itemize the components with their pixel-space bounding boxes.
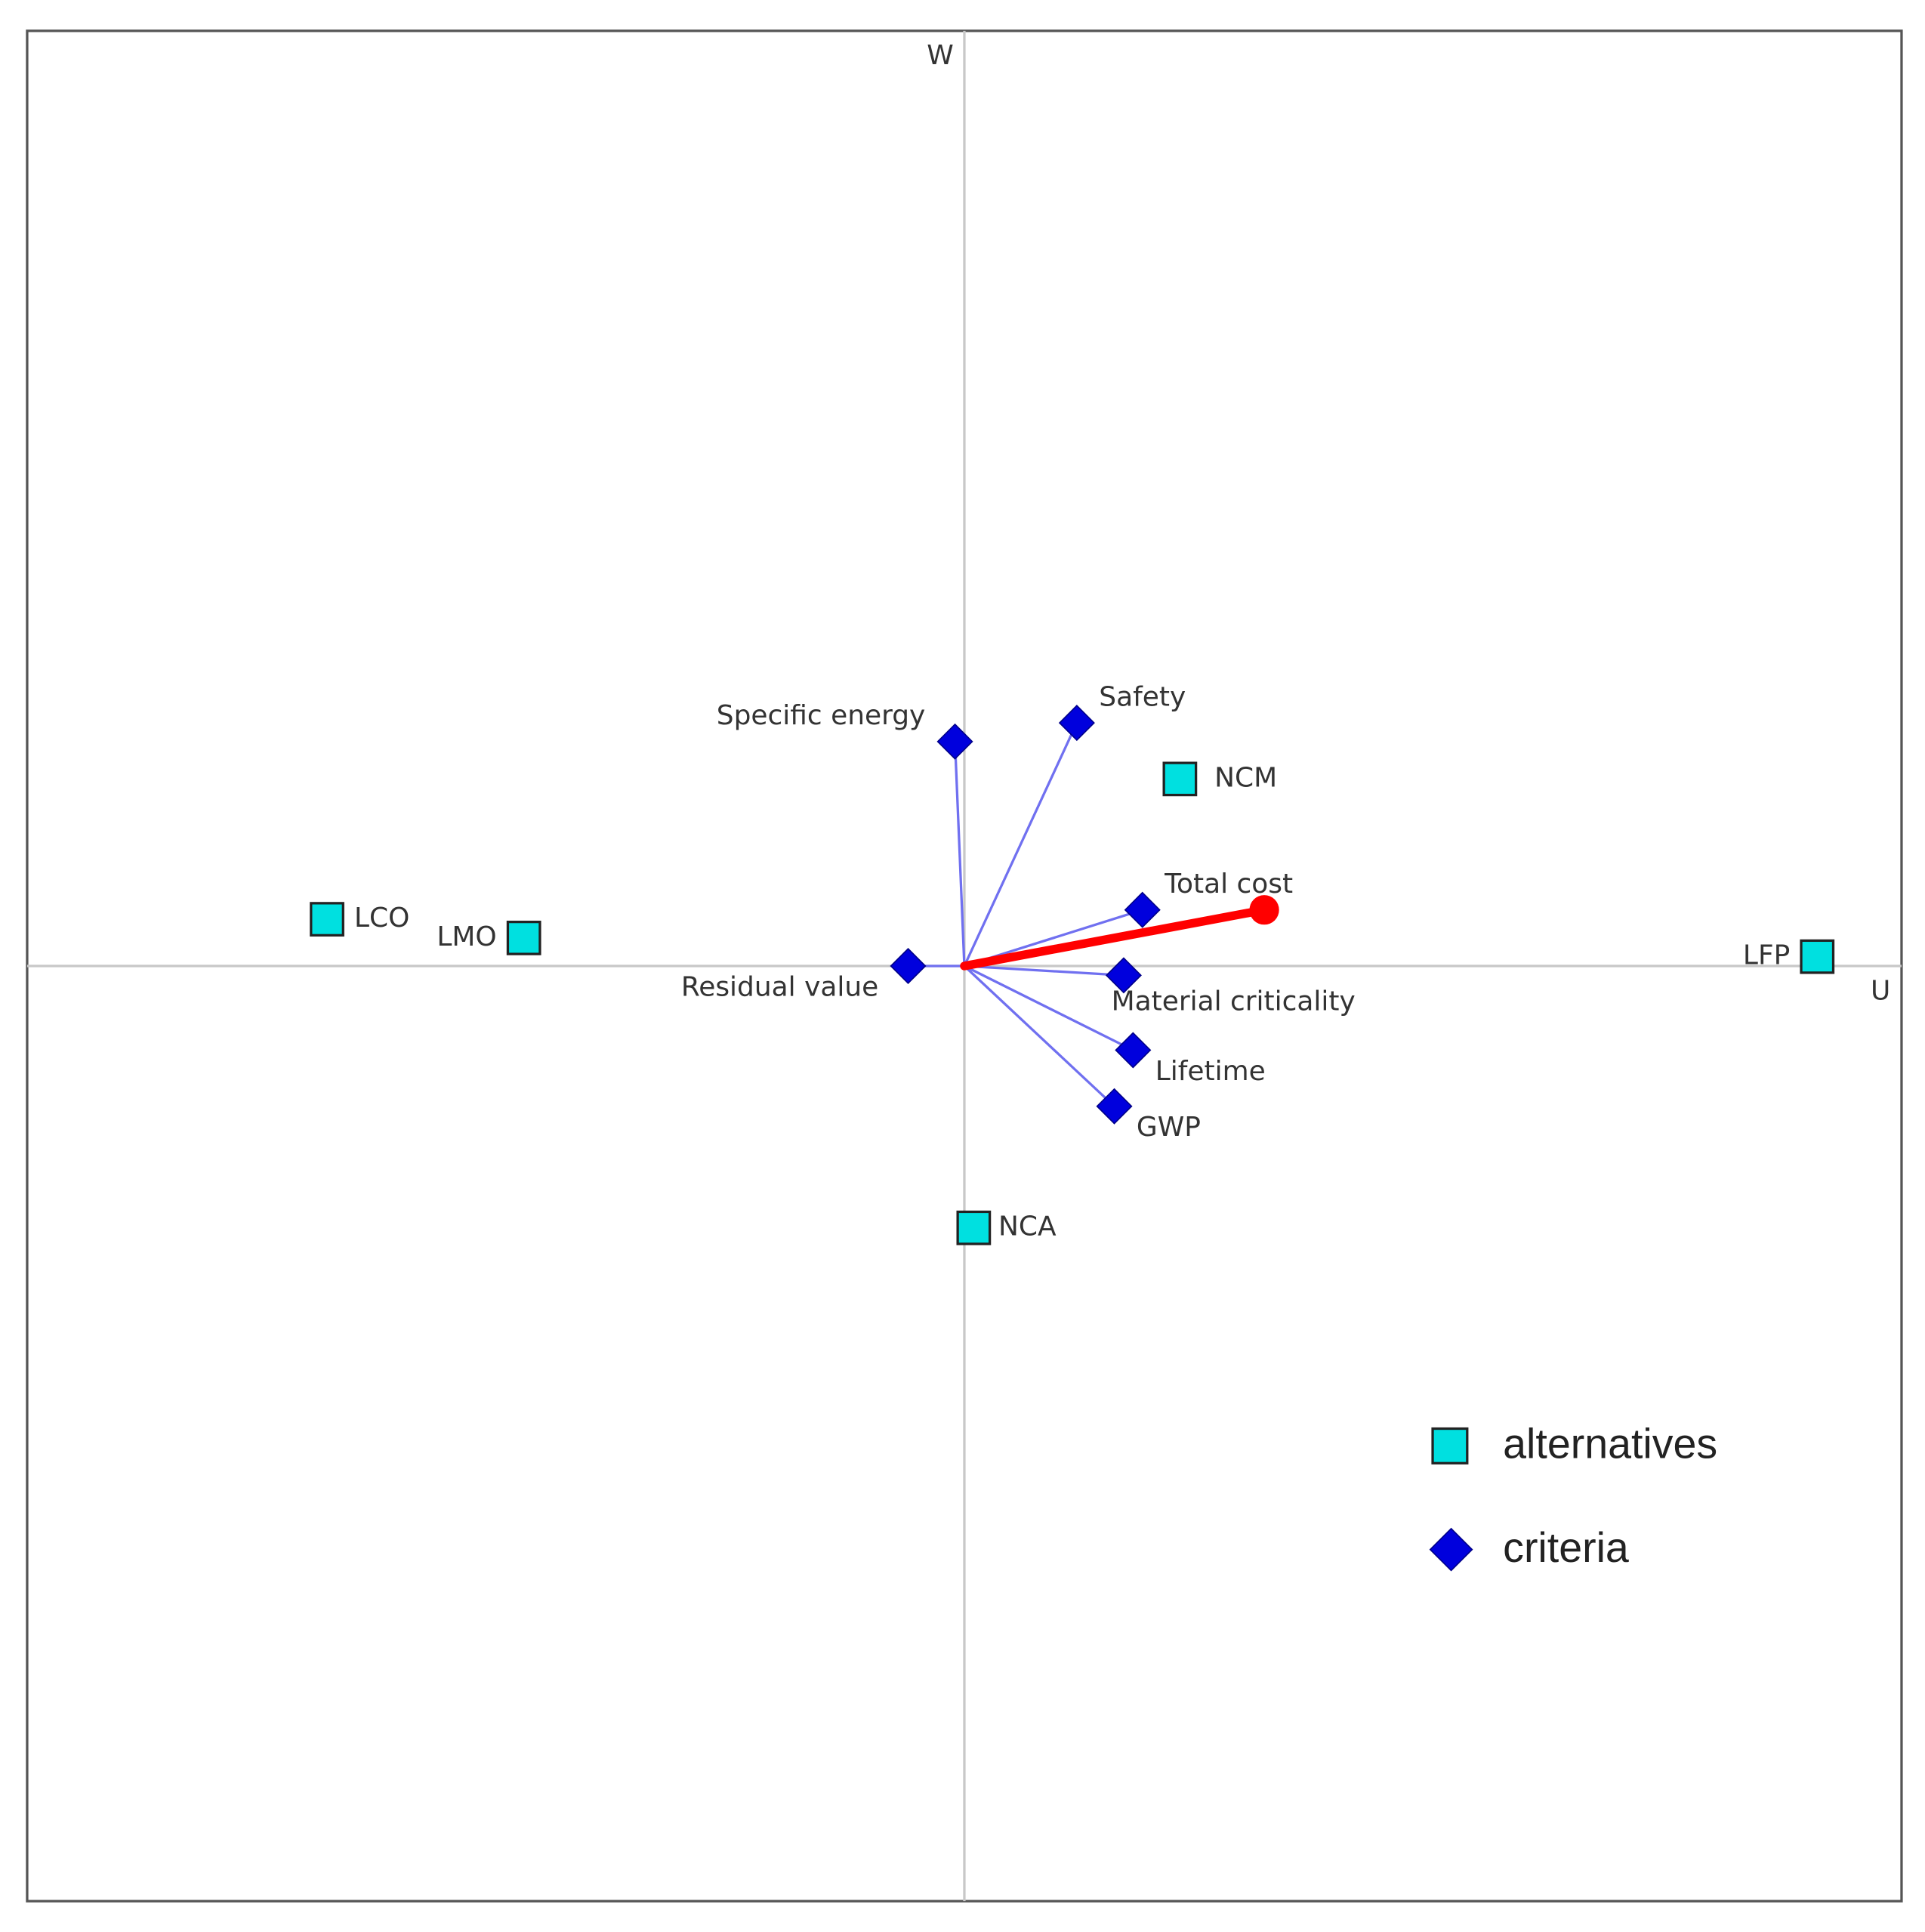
criterion-marker [936, 723, 973, 760]
point-label: LFP [1743, 940, 1790, 971]
point-label: NCM [1214, 762, 1277, 793]
criterion-marker [1124, 891, 1161, 928]
point-label: NCA [998, 1211, 1057, 1242]
alternative-marker [956, 1210, 992, 1245]
y-axis-label: W [927, 40, 954, 71]
alternative-marker [310, 902, 344, 937]
criterion-line [964, 964, 1124, 977]
decision-axis-end [1249, 895, 1279, 925]
criterion-marker [1058, 705, 1095, 742]
point-label: Specific energy [717, 700, 926, 731]
alternative-marker [506, 920, 541, 955]
point-label: GWP [1137, 1112, 1201, 1143]
criterion-marker [1105, 957, 1142, 994]
legend-label: alternatives [1503, 1421, 1717, 1468]
point-label: LCO [354, 903, 409, 934]
criterion-line [964, 964, 1134, 1051]
criterion-line [963, 722, 1078, 967]
point-label: Residual value [681, 971, 878, 1002]
legend-marker [1431, 1427, 1469, 1464]
x-axis-label: U [1871, 975, 1890, 1006]
criterion-marker [1115, 1032, 1152, 1069]
alternative-marker [1162, 761, 1198, 797]
point-label: LMO [437, 921, 496, 952]
criterion-marker [890, 947, 927, 985]
alternative-marker [1800, 939, 1835, 974]
point-label: Lifetime [1155, 1056, 1266, 1087]
point-label: Safety [1099, 681, 1186, 712]
point-label: Total cost [1164, 869, 1293, 900]
point-label: Material criticality [1112, 986, 1356, 1017]
decision-axis [960, 905, 1269, 971]
criterion-line [963, 964, 1115, 1107]
legend-marker [1429, 1527, 1473, 1572]
criterion-line [953, 741, 966, 967]
criterion-marker [1096, 1088, 1133, 1125]
legend-label: criteria [1503, 1524, 1629, 1571]
